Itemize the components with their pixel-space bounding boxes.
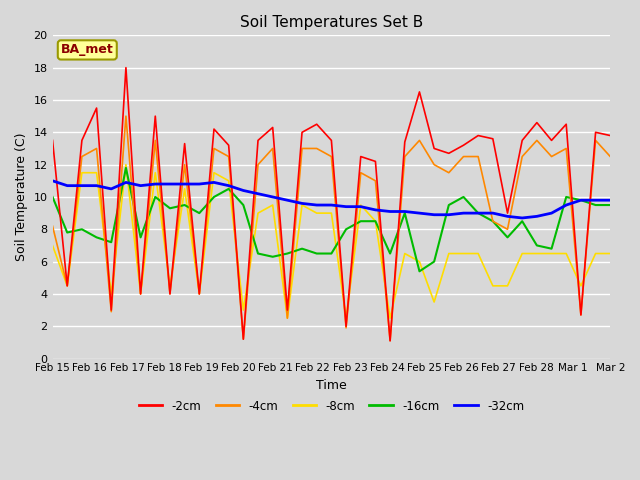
Legend: -2cm, -4cm, -8cm, -16cm, -32cm: -2cm, -4cm, -8cm, -16cm, -32cm xyxy=(134,395,529,417)
Title: Soil Temperatures Set B: Soil Temperatures Set B xyxy=(240,15,423,30)
Text: BA_met: BA_met xyxy=(61,43,114,57)
Y-axis label: Soil Temperature (C): Soil Temperature (C) xyxy=(15,132,28,261)
X-axis label: Time: Time xyxy=(316,379,347,392)
